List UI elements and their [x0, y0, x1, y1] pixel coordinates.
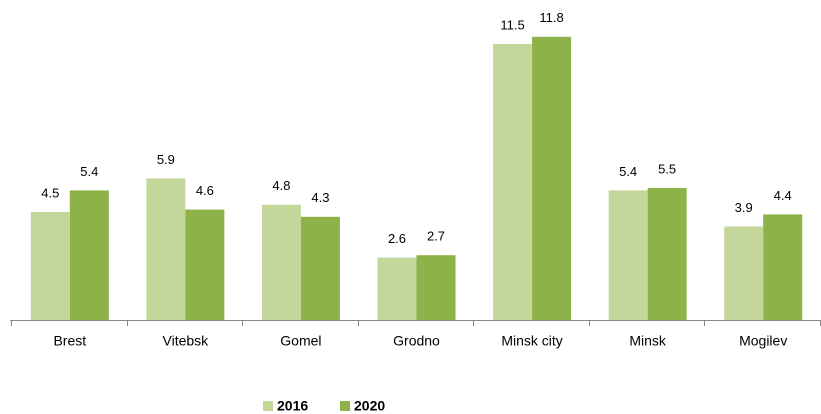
x-tick-label: Vitebsk: [163, 333, 210, 349]
value-label: 11.5: [500, 17, 524, 32]
x-tick-label: Minsk city: [501, 333, 562, 349]
bar: [608, 190, 648, 320]
value-label: 5.4: [619, 164, 637, 179]
legend-swatch: [340, 401, 350, 411]
bar: [69, 190, 109, 320]
x-tick-label: Grodno: [393, 333, 440, 349]
bar: [416, 255, 456, 320]
value-label: 5.5: [658, 161, 676, 176]
value-label: 11.8: [539, 10, 563, 25]
bar: [763, 214, 803, 320]
bar: [261, 204, 301, 320]
bar: [377, 257, 417, 320]
x-tick-label: Mogilev: [739, 333, 787, 349]
bar: [146, 178, 186, 320]
x-tick-label: Brest: [53, 333, 86, 349]
value-label: 4.5: [41, 185, 59, 200]
value-label: 4.3: [311, 190, 329, 205]
legend-swatch: [263, 401, 273, 411]
value-label: 4.4: [774, 188, 792, 203]
value-label: 5.9: [157, 152, 175, 167]
value-label: 5.4: [80, 164, 98, 179]
value-label: 4.8: [272, 178, 290, 193]
x-tick-label: Minsk: [629, 333, 667, 349]
legend-label: 2020: [354, 398, 385, 414]
bar: [185, 209, 225, 320]
bar: [493, 44, 533, 320]
bar: [532, 36, 572, 321]
bar: [724, 226, 764, 320]
value-label: 3.9: [735, 200, 753, 215]
bar: [300, 216, 340, 320]
value-label: 4.6: [196, 183, 214, 198]
legend-label: 2016: [277, 398, 308, 414]
value-label: 2.7: [427, 229, 445, 244]
bar: [30, 212, 70, 320]
bar: [647, 188, 687, 320]
x-tick-label: Gomel: [280, 333, 321, 349]
value-label: 2.6: [388, 231, 406, 246]
